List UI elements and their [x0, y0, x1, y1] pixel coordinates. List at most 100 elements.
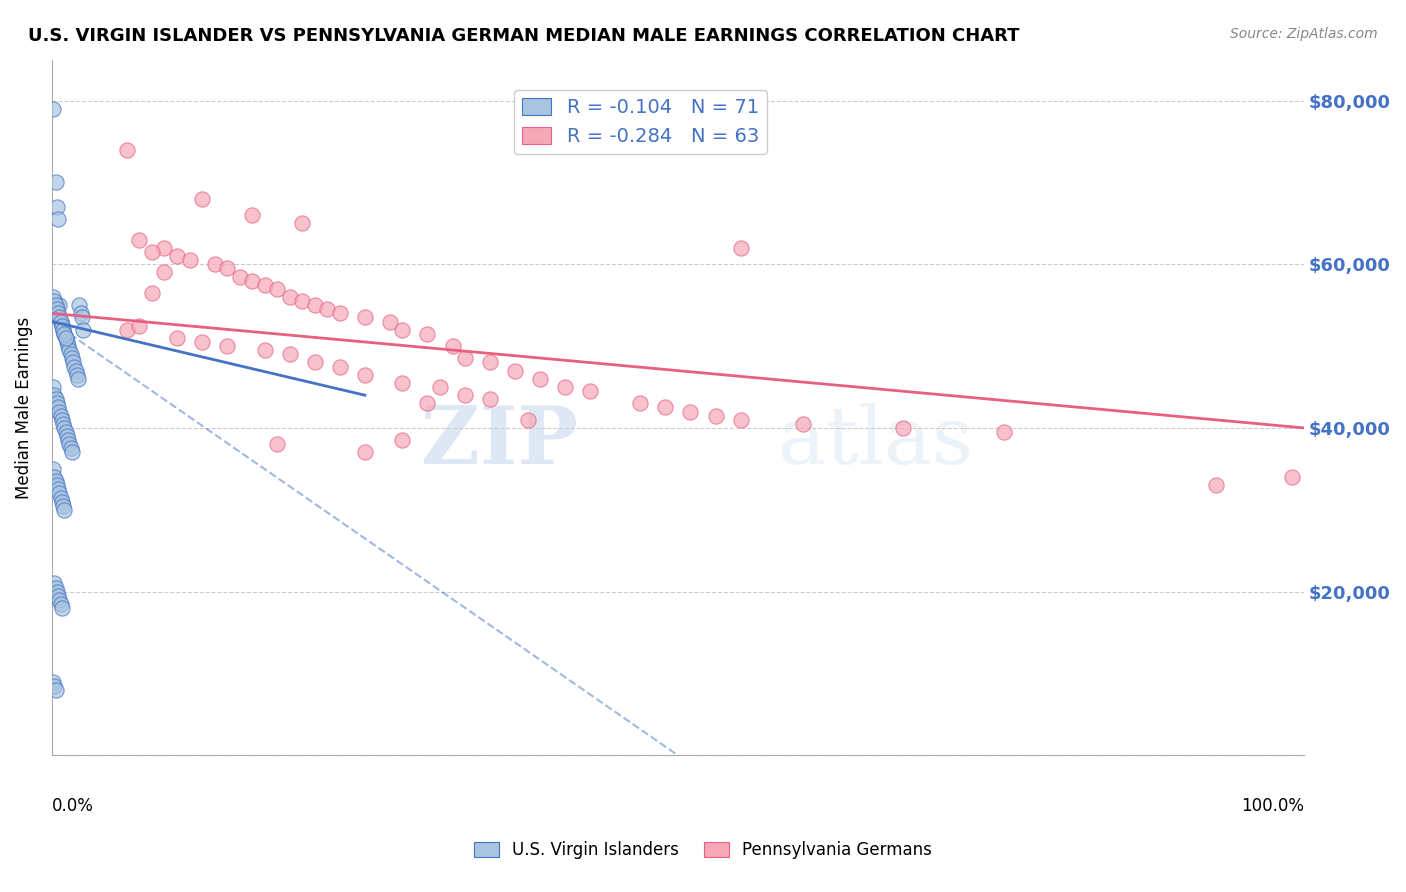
Point — [893, 421, 915, 435]
Point — [329, 306, 352, 320]
Legend: U.S. Virgin Islanders, Pennsylvania Germans: U.S. Virgin Islanders, Pennsylvania Germ… — [467, 835, 939, 866]
Text: atlas: atlas — [778, 403, 973, 482]
Point — [51, 601, 73, 615]
Point — [441, 339, 464, 353]
Point — [316, 302, 339, 317]
Point — [529, 372, 551, 386]
Point — [65, 364, 87, 378]
Point — [55, 425, 77, 439]
Point — [141, 285, 163, 300]
Point — [62, 355, 84, 369]
Point — [429, 380, 451, 394]
Point — [42, 462, 65, 476]
Point — [55, 331, 77, 345]
Point — [48, 404, 70, 418]
Point — [52, 323, 75, 337]
Point — [44, 682, 66, 697]
Point — [52, 499, 75, 513]
Point — [128, 233, 150, 247]
Point — [1281, 470, 1303, 484]
Point — [72, 323, 94, 337]
Text: 0.0%: 0.0% — [52, 797, 94, 815]
Point — [55, 429, 77, 443]
Point — [60, 445, 83, 459]
Point — [59, 442, 82, 456]
Point — [45, 302, 67, 317]
Point — [44, 294, 66, 309]
Text: U.S. VIRGIN ISLANDER VS PENNSYLVANIA GERMAN MEDIAN MALE EARNINGS CORRELATION CHA: U.S. VIRGIN ISLANDER VS PENNSYLVANIA GER… — [28, 27, 1019, 45]
Point — [730, 413, 752, 427]
Point — [42, 102, 65, 116]
Point — [378, 314, 401, 328]
Point — [240, 274, 263, 288]
Point — [217, 339, 239, 353]
Point — [66, 368, 89, 382]
Point — [52, 417, 75, 431]
Point — [353, 368, 375, 382]
Point — [304, 298, 326, 312]
Point — [51, 318, 73, 333]
Point — [166, 331, 188, 345]
Point — [45, 396, 67, 410]
Point — [191, 334, 214, 349]
Point — [179, 253, 201, 268]
Point — [46, 212, 69, 227]
Point — [115, 143, 138, 157]
Point — [42, 380, 65, 394]
Point — [253, 277, 276, 292]
Point — [353, 445, 375, 459]
Point — [49, 491, 72, 505]
Point — [58, 343, 80, 358]
Point — [46, 306, 69, 320]
Point — [53, 503, 76, 517]
Point — [55, 331, 77, 345]
Point — [60, 351, 83, 366]
Point — [554, 380, 576, 394]
Point — [52, 323, 75, 337]
Point — [479, 355, 502, 369]
Point — [479, 392, 502, 407]
Point — [46, 483, 69, 497]
Point — [128, 318, 150, 333]
Point — [45, 584, 67, 599]
Point — [391, 434, 413, 448]
Point — [730, 241, 752, 255]
Point — [166, 249, 188, 263]
Point — [141, 244, 163, 259]
Point — [503, 364, 526, 378]
Point — [49, 314, 72, 328]
Point — [44, 679, 66, 693]
Point — [53, 326, 76, 341]
Point — [42, 290, 65, 304]
Point — [55, 334, 77, 349]
Point — [46, 401, 69, 415]
Point — [579, 384, 602, 398]
Point — [51, 318, 73, 333]
Point — [153, 241, 176, 255]
Point — [44, 470, 66, 484]
Point — [240, 208, 263, 222]
Point — [42, 674, 65, 689]
Point — [628, 396, 651, 410]
Legend: R = -0.104   N = 71, R = -0.284   N = 63: R = -0.104 N = 71, R = -0.284 N = 63 — [515, 90, 766, 154]
Point — [792, 417, 814, 431]
Point — [48, 310, 70, 325]
Point — [416, 326, 439, 341]
Point — [329, 359, 352, 374]
Point — [53, 326, 76, 341]
Point — [454, 388, 477, 402]
Text: Source: ZipAtlas.com: Source: ZipAtlas.com — [1230, 27, 1378, 41]
Point — [70, 310, 93, 325]
Point — [44, 175, 66, 189]
Point — [353, 310, 375, 325]
Point — [56, 339, 79, 353]
Point — [704, 409, 727, 423]
Point — [44, 474, 66, 488]
Point — [44, 392, 66, 407]
Point — [654, 401, 676, 415]
Point — [59, 347, 82, 361]
Point — [44, 298, 66, 312]
Point — [228, 269, 250, 284]
Point — [1205, 478, 1227, 492]
Point — [63, 359, 86, 374]
